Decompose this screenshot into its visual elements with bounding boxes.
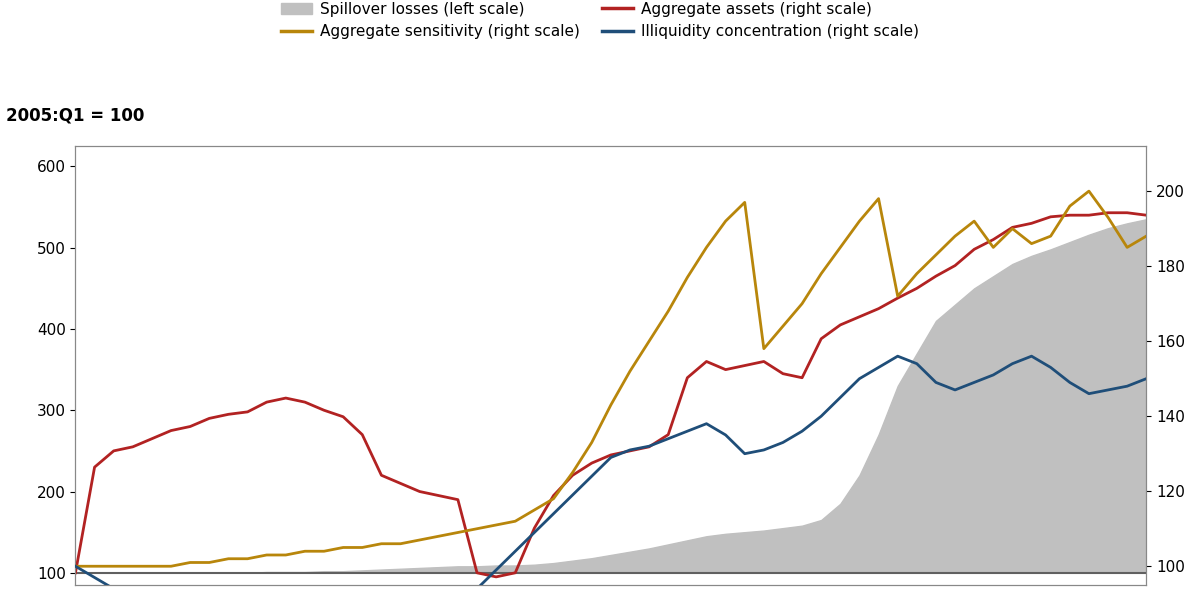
Text: 2005:Q1 = 100: 2005:Q1 = 100 bbox=[6, 106, 144, 124]
Legend: Spillover losses (left scale), Aggregate sensitivity (right scale), Aggregate as: Spillover losses (left scale), Aggregate… bbox=[282, 2, 918, 39]
